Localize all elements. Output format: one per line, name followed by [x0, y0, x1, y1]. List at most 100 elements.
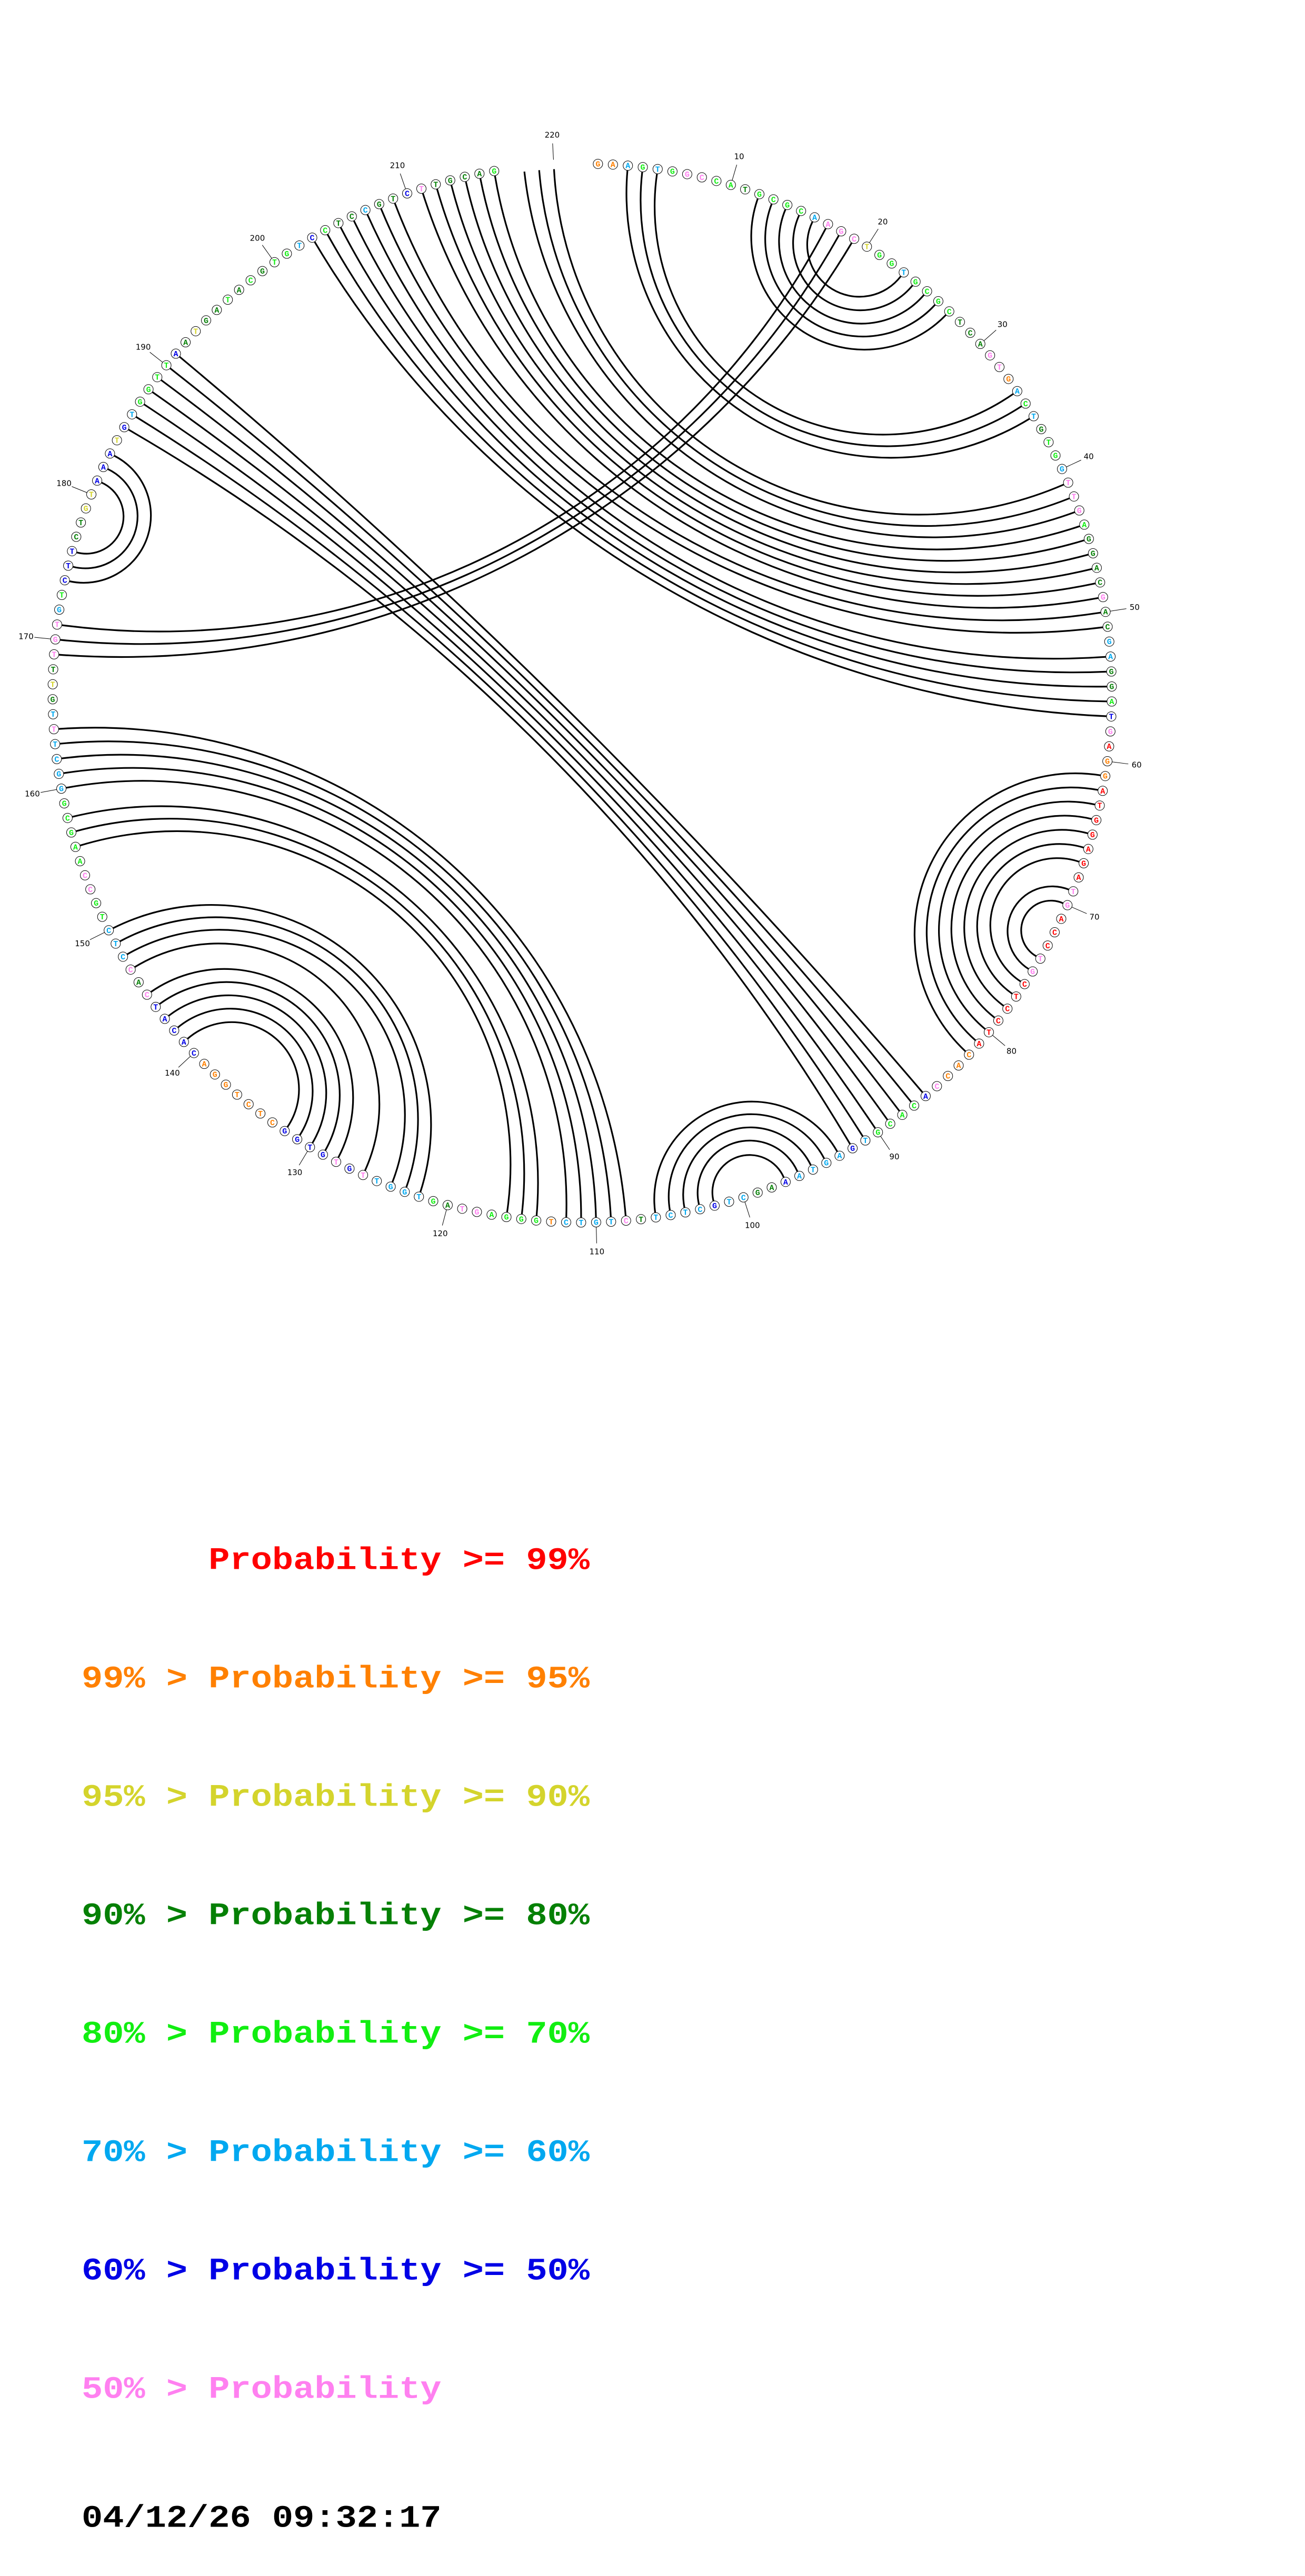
- nucleotide-circle: [331, 1157, 341, 1167]
- nucleotide-letter: T: [361, 1171, 365, 1180]
- nucleotide: T: [127, 409, 137, 419]
- nucleotide-letter: A: [237, 286, 242, 295]
- nucleotide: G: [385, 1181, 396, 1192]
- nucleotide-letter: A: [162, 1015, 167, 1024]
- nucleotide-circle: [1035, 954, 1045, 964]
- nucleotide: G: [374, 199, 384, 209]
- nucleotide-letter: C: [714, 177, 719, 186]
- nucleotide: G: [1003, 374, 1014, 384]
- nucleotide-letter: T: [225, 296, 230, 305]
- nucleotide-circle: [637, 162, 648, 173]
- base-pair-arc: [128, 428, 851, 1145]
- nucleotide-circle: [821, 1158, 832, 1168]
- legend-line-50: 60% > Probability >= 50%: [82, 2254, 590, 2289]
- position-tick: [744, 1201, 750, 1218]
- nucleotide: G: [501, 1212, 512, 1222]
- nucleotide: C: [62, 813, 73, 823]
- nucleotide-circle: [210, 1069, 220, 1080]
- nucleotide: T: [48, 664, 58, 675]
- nucleotide-circle: [725, 179, 736, 190]
- nucleotide: G: [201, 315, 212, 326]
- base-pair-arc: [553, 169, 1064, 516]
- nucleotide-letter: G: [785, 202, 790, 211]
- nucleotide-circle: [81, 503, 91, 514]
- position-label: 200: [250, 234, 265, 243]
- nucleotide: G: [682, 169, 692, 179]
- nucleotide-letter: A: [797, 1172, 802, 1181]
- nucleotide: A: [953, 1060, 964, 1071]
- nucleotide-letter: G: [712, 1202, 717, 1211]
- nucleotide-letter: T: [416, 1193, 421, 1202]
- nucleotide: T: [606, 1217, 616, 1227]
- nucleotide-circle: [181, 337, 191, 347]
- nucleotide-circle: [1107, 681, 1117, 691]
- nucleotide: G: [56, 784, 67, 794]
- nucleotide-letter: G: [1053, 452, 1058, 461]
- nucleotide-circle: [112, 435, 122, 446]
- base-pair-arc: [950, 815, 1092, 1019]
- base-pair-arc: [450, 185, 1093, 585]
- nucleotide: T: [680, 1207, 691, 1218]
- position-label: 160: [25, 789, 40, 799]
- nucleotide-circle: [125, 964, 136, 975]
- nucleotide-letter: A: [729, 181, 733, 190]
- nucleotide-circle: [86, 489, 97, 500]
- nucleotide: G: [59, 798, 69, 809]
- nucleotide: T: [67, 546, 77, 556]
- nucleotide: A: [70, 841, 81, 852]
- nucleotide-letter: G: [146, 386, 151, 395]
- nucleotide: G: [1104, 636, 1114, 647]
- nucleotide-circle: [317, 1149, 328, 1160]
- nucleotide-letter: G: [839, 227, 843, 236]
- position-tick: [1066, 459, 1081, 467]
- nucleotide-circle: [808, 1164, 818, 1175]
- base-pair-arc: [806, 221, 902, 298]
- base-pair-arc: [494, 175, 1080, 550]
- nucleotide-letter: G: [57, 606, 62, 615]
- nucleotide-circle: [201, 315, 212, 326]
- nucleotide: G: [66, 827, 77, 838]
- nucleotide: C: [460, 172, 470, 182]
- nucleotide-letter: A: [978, 340, 983, 349]
- nucleotide-letter: T: [997, 363, 1002, 372]
- nucleotide-circle: [119, 422, 129, 433]
- nucleotide-circle: [944, 306, 954, 317]
- nucleotide-letter: A: [1107, 743, 1111, 751]
- nucleotide: A: [442, 1200, 453, 1210]
- nucleotide-letter: A: [489, 1211, 494, 1220]
- nucleotide: C: [320, 225, 331, 235]
- nucleotide-circle: [127, 409, 137, 419]
- nucleotide-circle: [964, 1049, 974, 1060]
- nucleotide-letter: G: [1094, 816, 1099, 825]
- nucleotide-circle: [79, 870, 90, 880]
- nucleotide-circle: [48, 709, 58, 719]
- nucleotide-circle: [75, 856, 85, 866]
- nucleotide-circle: [472, 1207, 482, 1217]
- nucleotide-letter: C: [741, 1194, 746, 1202]
- nucleotide-circle: [516, 1214, 526, 1224]
- nucleotide-letter: T: [683, 1209, 688, 1218]
- nucleotide: C: [1019, 979, 1030, 989]
- nucleotide: T: [1043, 437, 1054, 447]
- nucleotide-circle: [56, 589, 67, 600]
- nucleotide: G: [1057, 464, 1067, 474]
- nucleotide-circle: [1106, 666, 1117, 677]
- nucleotide-letter: T: [1031, 413, 1036, 422]
- position-tick: [983, 329, 997, 341]
- nucleotide-letter: C: [934, 1082, 939, 1091]
- nucleotide-letter: A: [78, 857, 83, 866]
- nucleotide: G: [710, 1200, 720, 1211]
- nucleotide-circle: [245, 275, 256, 286]
- nucleotide-letter: C: [88, 886, 93, 895]
- nucleotide: A: [1107, 696, 1117, 707]
- nucleotide: T: [151, 1001, 161, 1012]
- nucleotide-circle: [178, 1037, 189, 1047]
- nucleotide: G: [1107, 681, 1117, 691]
- nucleotide-circle: [92, 475, 103, 486]
- nucleotide: G: [593, 158, 603, 169]
- nucleotide-circle: [133, 977, 144, 988]
- nucleotide: C: [1095, 577, 1105, 588]
- nucleotide-circle: [333, 218, 344, 228]
- nucleotide-circle: [546, 1216, 556, 1227]
- nucleotide-circle: [1062, 900, 1073, 910]
